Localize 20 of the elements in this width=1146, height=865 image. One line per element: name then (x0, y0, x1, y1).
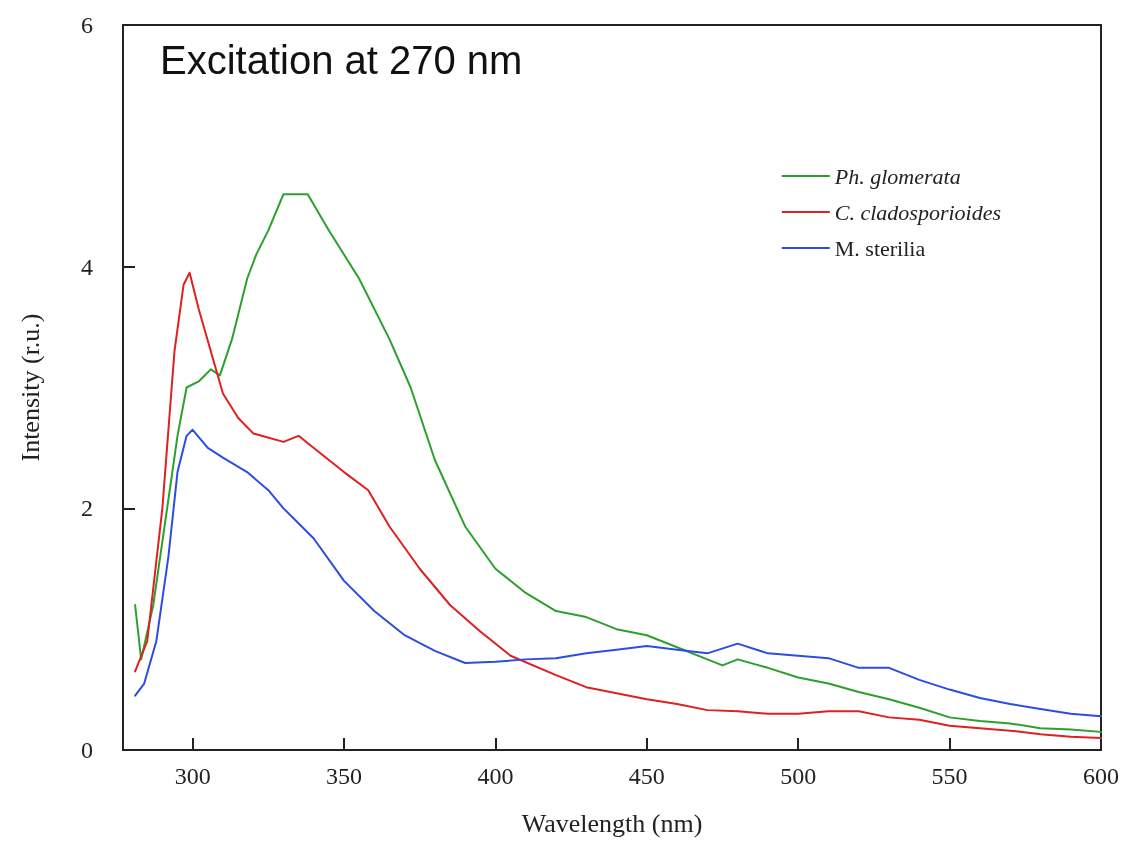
x-tick-label: 450 (628, 763, 665, 789)
legend-label: Ph. glomerata (833, 163, 961, 189)
x-axis-title: Wavelength (nm) (521, 808, 703, 838)
line-series (134, 193, 1102, 733)
y-tick-label: 2 (81, 495, 93, 522)
line-series (134, 428, 1102, 718)
x-tick-label: 600 (1083, 763, 1119, 789)
x-tick-label: 400 (477, 763, 514, 789)
x-tick-label: 300 (174, 763, 211, 789)
x-tick-label: 500 (780, 763, 817, 789)
y-axis-title: Intensity (r.u.) (15, 313, 45, 462)
line-series (134, 271, 1102, 739)
legend-label: C. cladosporioides (834, 199, 1002, 225)
y-tick-label: 6 (81, 12, 93, 38)
legend-label: M. sterilia (834, 235, 926, 261)
annotation: Excitation at 270 nm (160, 38, 523, 82)
y-tick-label: 0 (81, 737, 93, 763)
x-tick-label: 550 (931, 763, 968, 789)
y-tick-label: 4 (81, 253, 93, 280)
x-tick-label: 350 (326, 763, 363, 789)
